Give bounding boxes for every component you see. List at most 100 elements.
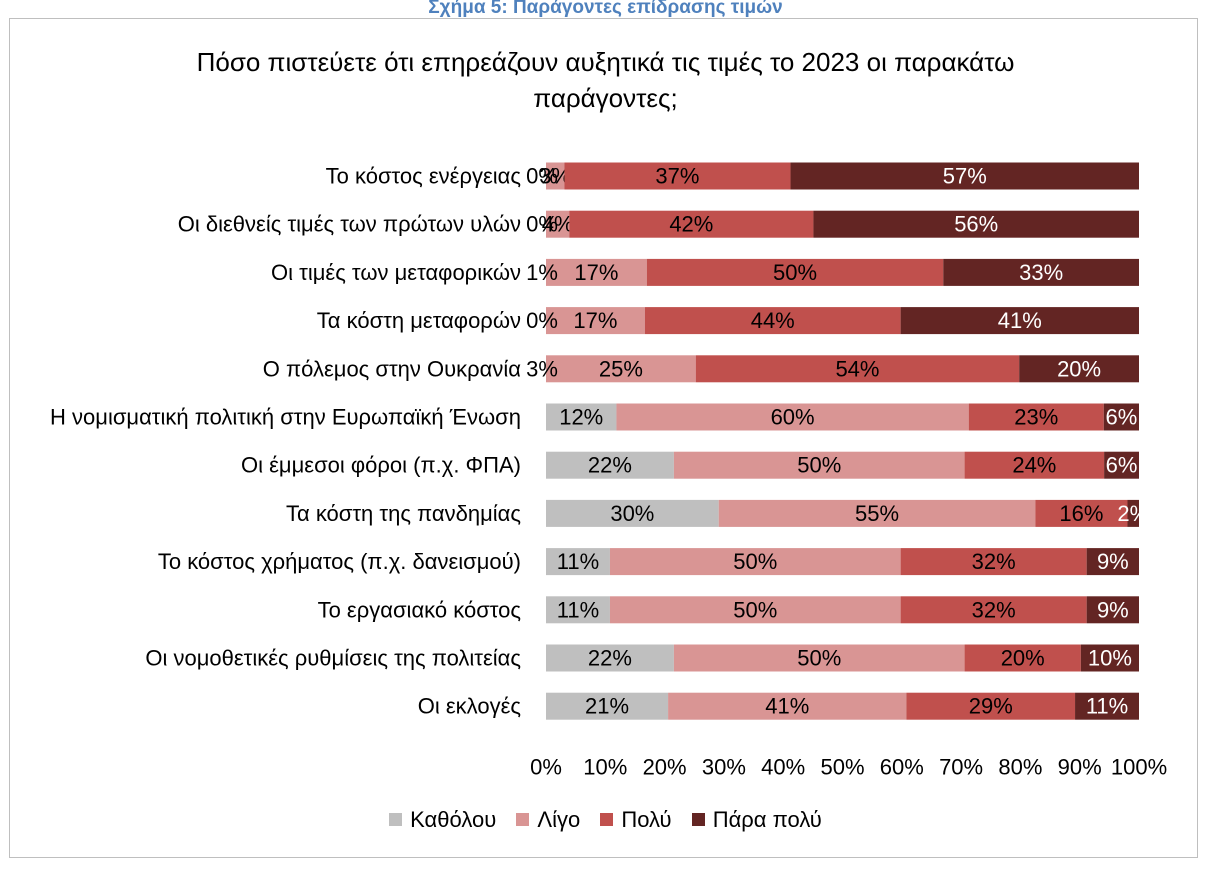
bar-segment bbox=[943, 258, 1139, 286]
bar-segment bbox=[1127, 499, 1139, 527]
bar-segment bbox=[968, 403, 1104, 431]
data-label: 23% bbox=[1014, 405, 1058, 430]
data-label: 22% bbox=[588, 453, 632, 478]
x-tick-label: 20% bbox=[643, 755, 687, 780]
data-label: 6% bbox=[1106, 453, 1138, 478]
chart-title-line-2: παράγοντες; bbox=[533, 83, 678, 113]
data-label: 20% bbox=[1057, 356, 1101, 381]
x-tick-label: 100% bbox=[1111, 755, 1167, 780]
data-label: 11% bbox=[557, 597, 599, 622]
category-label: Το κόστος ενέργειας bbox=[326, 164, 521, 189]
bar-segment bbox=[790, 162, 1139, 190]
bar-segment bbox=[695, 355, 1020, 383]
legend: Καθόλου Λίγο Πολύ Πάρα πολύ bbox=[0, 806, 1211, 833]
x-tick-label: 50% bbox=[820, 755, 864, 780]
figure-caption: Σχήμα 5: Παράγοντες επίδρασης τιμών bbox=[428, 0, 783, 18]
x-tick-label: 80% bbox=[998, 755, 1042, 780]
legend-item-ligo: Λίγο bbox=[516, 807, 580, 833]
data-label-zero: 1% bbox=[526, 260, 558, 285]
legend-label-katholou: Καθόλου bbox=[410, 806, 497, 832]
data-label: 22% bbox=[588, 646, 632, 671]
bar-segment bbox=[1019, 355, 1139, 383]
data-label: 60% bbox=[771, 405, 815, 430]
bar-segment bbox=[673, 451, 965, 479]
chart-title: Πόσο πιστεύετε ότι επηρεάζουν αυξητικά τ… bbox=[0, 44, 1211, 116]
category-label: Οι διεθνείς τιμές των πρώτων υλών bbox=[178, 212, 521, 237]
data-label: 4% bbox=[542, 212, 574, 237]
bar-segment bbox=[546, 596, 610, 624]
data-label-zero: 0% bbox=[526, 212, 558, 237]
data-label: 10% bbox=[1088, 646, 1132, 671]
data-label: 41% bbox=[998, 308, 1042, 333]
x-tick-label: 70% bbox=[939, 755, 983, 780]
legend-item-para-poly: Πάρα πολύ bbox=[691, 806, 822, 833]
category-label: Το εργασιακό κόστος bbox=[318, 597, 521, 622]
data-label: 20% bbox=[1001, 646, 1045, 671]
data-label: 29% bbox=[969, 694, 1013, 719]
category-label: Οι έμμεσοι φόροι (π.χ. ΦΠΑ) bbox=[241, 453, 521, 478]
data-label-zero: 3% bbox=[526, 356, 558, 381]
bar-segment bbox=[546, 451, 674, 479]
bar-segment bbox=[900, 307, 1139, 335]
legend-item-katholou: Καθόλου bbox=[389, 807, 496, 833]
data-label: 37% bbox=[655, 164, 699, 189]
category-label: Τα κόστη της πανδημίας bbox=[286, 501, 521, 526]
bar-segment bbox=[964, 451, 1105, 479]
legend-label-poly: Πολύ bbox=[621, 806, 672, 832]
data-label: 12% bbox=[559, 405, 603, 430]
bar-segment bbox=[546, 355, 696, 383]
category-label: Το κόστος χρήματος (π.χ. δανεισμού) bbox=[158, 549, 521, 574]
legend-label-para-poly: Πάρα πολύ bbox=[712, 806, 822, 832]
data-label: 50% bbox=[797, 453, 841, 478]
bar-segment bbox=[546, 258, 647, 286]
data-label: 54% bbox=[835, 356, 879, 381]
category-label: Οι τιμές των μεταφορικών bbox=[271, 260, 521, 285]
data-label: 24% bbox=[1012, 453, 1056, 478]
data-label: 17% bbox=[573, 308, 617, 333]
data-label: 44% bbox=[751, 308, 795, 333]
bar-segment bbox=[1080, 644, 1139, 672]
bar-segment bbox=[1086, 548, 1139, 576]
bar-segment bbox=[546, 210, 570, 238]
category-label: Τα κόστη μεταφορών bbox=[317, 308, 521, 333]
data-label: 32% bbox=[972, 597, 1016, 622]
x-tick-label: 40% bbox=[761, 755, 805, 780]
bar-segment bbox=[546, 403, 617, 431]
data-label: 30% bbox=[610, 501, 654, 526]
x-tick-label: 10% bbox=[583, 755, 627, 780]
category-label: Ο πόλεμος στην Ουκρανία bbox=[263, 356, 522, 381]
data-label: 50% bbox=[773, 260, 817, 285]
data-label-zero: 0% bbox=[526, 164, 558, 189]
data-label: 6% bbox=[1105, 405, 1137, 430]
legend-swatch-katholou bbox=[389, 813, 403, 826]
data-label: 42% bbox=[669, 212, 713, 237]
bar-segment bbox=[668, 692, 907, 720]
data-label: 11% bbox=[557, 549, 599, 574]
bar-segment bbox=[646, 258, 944, 286]
bar-segment bbox=[718, 499, 1036, 527]
data-label: 56% bbox=[954, 212, 998, 237]
data-label: 9% bbox=[1097, 597, 1129, 622]
bar-segment bbox=[546, 692, 669, 720]
legend-label-ligo: Λίγο bbox=[537, 806, 581, 832]
data-label: 32% bbox=[972, 549, 1016, 574]
data-label: 41% bbox=[765, 694, 809, 719]
data-label: 57% bbox=[943, 164, 987, 189]
data-label: 50% bbox=[797, 646, 841, 671]
data-label: 9% bbox=[1097, 549, 1129, 574]
data-label: 50% bbox=[733, 597, 777, 622]
bar-segment bbox=[906, 692, 1076, 720]
bar-segment bbox=[616, 403, 969, 431]
legend-item-poly: Πολύ bbox=[600, 806, 672, 833]
bar-segment bbox=[546, 162, 565, 190]
bar-segment bbox=[546, 548, 610, 576]
x-tick-label: 0% bbox=[530, 755, 562, 780]
data-label: 33% bbox=[1019, 260, 1063, 285]
x-tick-label: 60% bbox=[880, 755, 924, 780]
legend-swatch-poly bbox=[600, 813, 614, 826]
bar-segment bbox=[546, 499, 719, 527]
data-label: 2% bbox=[1117, 501, 1149, 526]
x-tick-label: 90% bbox=[1058, 755, 1102, 780]
data-label: 50% bbox=[733, 549, 777, 574]
